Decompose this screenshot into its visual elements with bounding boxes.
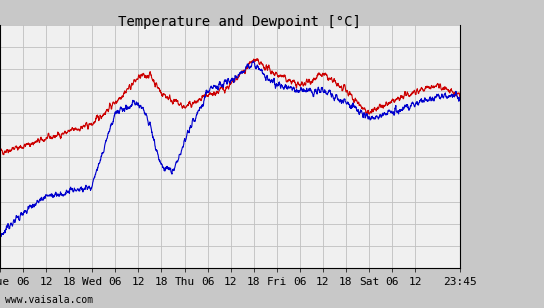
Text: www.vaisala.com: www.vaisala.com xyxy=(5,295,94,305)
Text: Temperature and Dewpoint [°C]: Temperature and Dewpoint [°C] xyxy=(118,15,361,29)
